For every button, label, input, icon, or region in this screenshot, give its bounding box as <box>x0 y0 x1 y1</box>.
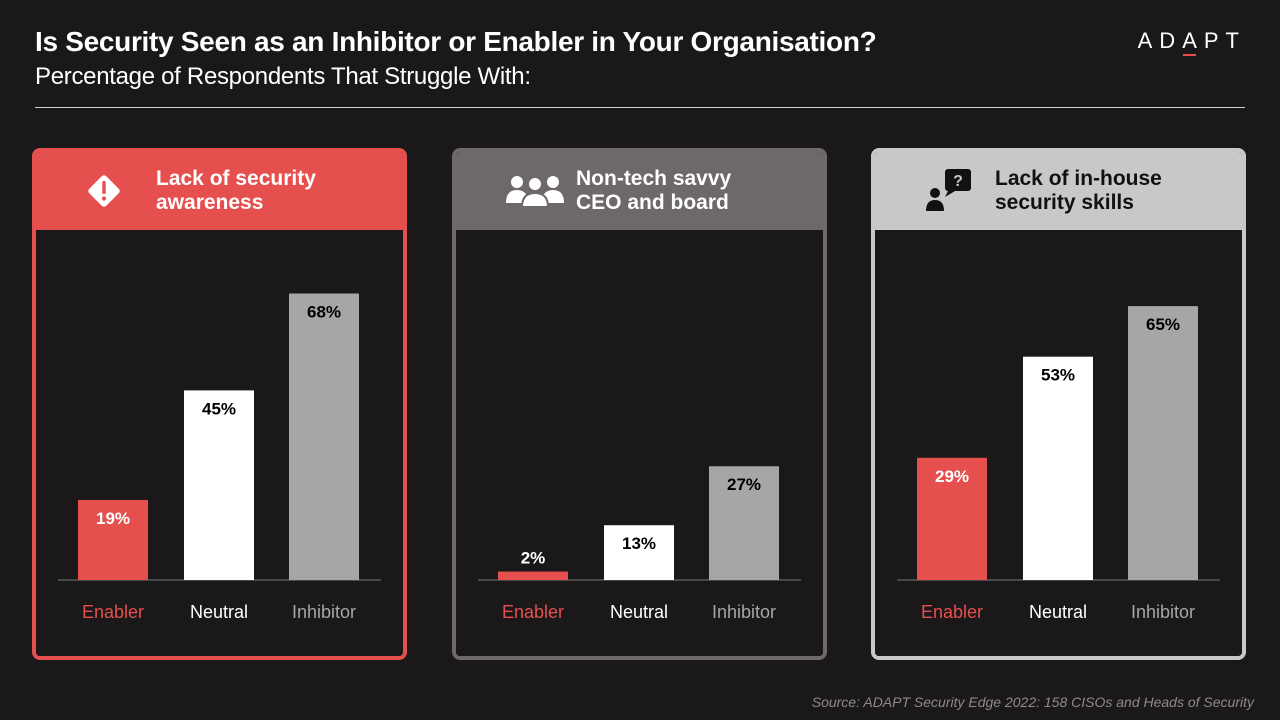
bar-neutral <box>184 390 254 580</box>
panel-header: Non-tech savvy CEO and board <box>456 152 823 230</box>
value-label-inhibitor: 65% <box>1146 315 1180 334</box>
person-question-icon: ? <box>923 152 995 230</box>
value-label-neutral: 13% <box>622 534 656 553</box>
category-label-inhibitor: Inhibitor <box>1131 602 1195 622</box>
value-label-inhibitor: 68% <box>307 302 341 321</box>
category-label-enabler: Enabler <box>921 602 983 622</box>
value-label-enabler: 19% <box>96 509 130 528</box>
panel-title: Lack of security awareness <box>156 167 316 214</box>
bar-chart: 2% Enabler 13% Neutral 27% Inhibitor <box>478 466 801 622</box>
adapt-logo: ADAPT <box>1137 28 1246 56</box>
warning-diamond-icon <box>84 152 156 230</box>
panel-title: Lack of in-house security skills <box>995 167 1162 214</box>
bar-inhibitor <box>289 293 359 580</box>
value-label-inhibitor: 27% <box>727 475 761 494</box>
category-label-inhibitor: Inhibitor <box>712 602 776 622</box>
panel-lack-of-security-awareness: Lack of security awareness 19% Enabler 45%… <box>32 148 407 660</box>
value-label-enabler: 29% <box>935 467 969 486</box>
panel-chart-area: 19% Enabler 45% Neutral 68% Inhibitor <box>36 230 403 656</box>
category-label-neutral: Neutral <box>1029 602 1087 622</box>
bar-neutral <box>604 525 674 580</box>
value-label-neutral: 45% <box>202 399 236 418</box>
bar-inhibitor <box>709 466 779 580</box>
panel-header: Lack of security awareness <box>36 152 403 230</box>
bar-enabler <box>917 457 987 580</box>
category-label-neutral: Neutral <box>610 602 668 622</box>
bar-enabler <box>78 499 148 580</box>
value-label-neutral: 53% <box>1041 366 1075 385</box>
panel-chart-area: 2% Enabler 13% Neutral 27% Inhibitor <box>456 230 823 656</box>
panel-title: Non-tech savvy CEO and board <box>576 167 732 214</box>
bar-inhibitor <box>1128 306 1198 580</box>
panel-header: ? Lack of in-house security skills <box>875 152 1242 230</box>
page-subtitle: Percentage of Respondents That Struggle … <box>35 63 531 90</box>
panel-lack-of-in-house-security-skills: ? Lack of in-house security skills 29% En… <box>871 148 1246 660</box>
category-label-inhibitor: Inhibitor <box>292 602 356 622</box>
category-label-neutral: Neutral <box>190 602 248 622</box>
value-label-enabler: 2% <box>521 549 546 568</box>
category-label-enabler: Enabler <box>502 602 564 622</box>
page-title: Is Security Seen as an Inhibitor or Enab… <box>35 26 877 57</box>
category-label-enabler: Enabler <box>82 602 144 622</box>
source-note: Source: ADAPT Security Edge 2022: 158 CI… <box>811 694 1254 710</box>
header-divider <box>35 107 1245 108</box>
panel-non-tech-savvy-ceo-and-board: Non-tech savvy CEO and board 2% Enabler 13… <box>452 148 827 660</box>
bar-chart: 19% Enabler 45% Neutral 68% Inhibitor <box>58 293 381 622</box>
people-group-icon <box>504 152 576 230</box>
bar-chart: 29% Enabler 53% Neutral 65% Inhibitor <box>897 306 1220 622</box>
svg-text:?: ? <box>953 173 963 190</box>
panel-chart-area: 29% Enabler 53% Neutral 65% Inhibitor <box>875 230 1242 656</box>
bar-neutral <box>1023 356 1093 580</box>
bar-enabler <box>498 571 568 580</box>
